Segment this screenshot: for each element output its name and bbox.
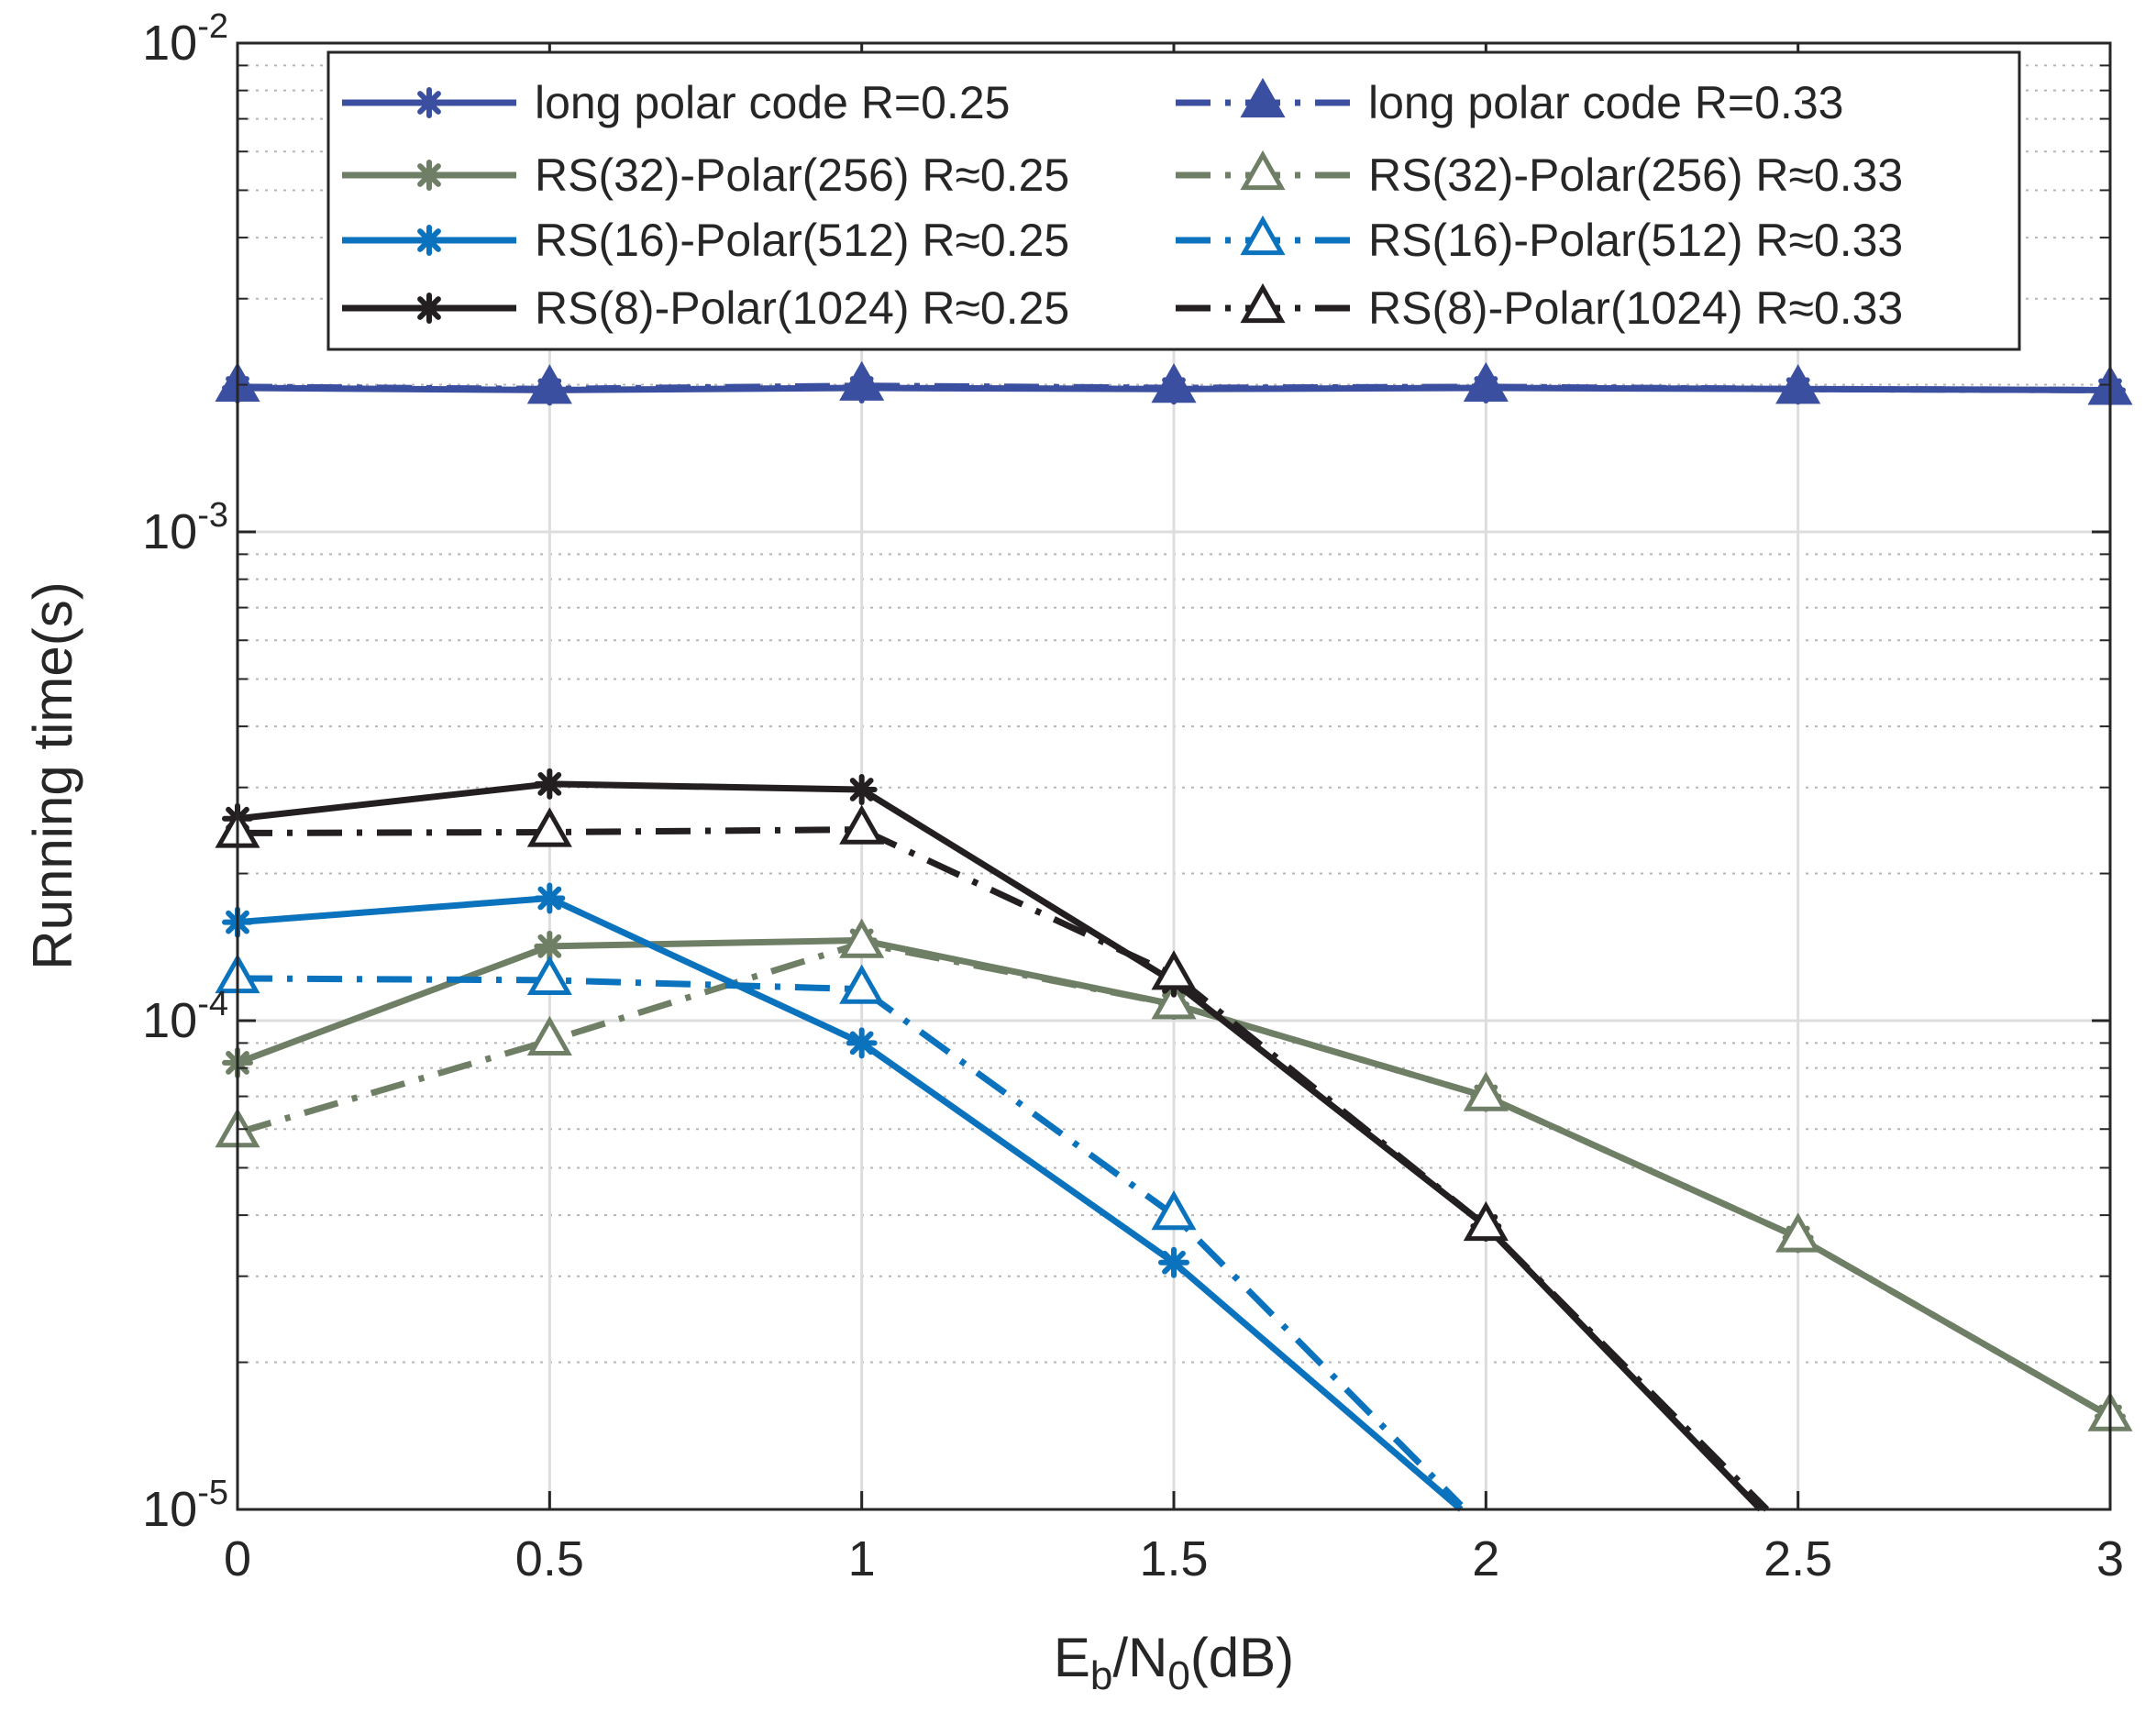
triangle-marker [1151,950,1197,990]
triangle-marker [1240,282,1286,324]
legend-label: long polar code R=0.33 [1368,77,1843,128]
x-tick-labels: 0 0.5 1 1.5 2 2.5 3 [224,1531,2124,1586]
legend-label: RS(16)-Polar(512) R≈0.25 [535,215,1069,266]
star-center [1168,1256,1179,1268]
x-tick-label: 3 [2096,1531,2124,1586]
star-center [424,170,435,181]
triangle-marker [839,804,885,845]
star-marker [846,1027,878,1059]
triangle-marker [1151,1190,1197,1231]
legend-item: RS(32)-Polar(256) R≈0.25 [342,149,1069,201]
triangle-marker [1463,361,1509,403]
star-center [544,940,556,952]
series-layer [215,360,2133,1512]
triangle-marker [526,1015,572,1055]
star-center [424,303,435,314]
y-tick-label: 10-2 [142,7,228,71]
y-tick-base: 10 [142,1482,197,1537]
y-axis-label: Running time(s) [22,581,83,970]
triangle-marker [1463,1200,1509,1242]
triangle-marker [1775,364,1821,404]
y-tick-base: 10 [142,16,197,71]
star-center [544,892,556,904]
y-tick-exponent: -4 [197,985,228,1023]
series-line [237,826,1770,1512]
triangle-marker [1775,1212,1821,1253]
legend-box [326,50,2021,351]
y-tick-labels: 10-510-410-310-2 [142,7,228,1537]
legend-label: long polar code R=0.25 [535,77,1010,128]
star-center [424,235,435,246]
y-tick-base: 10 [142,504,197,559]
legend-item: RS(16)-Polar(512) R≈0.25 [342,215,1069,266]
legend-label: RS(8)-Polar(1024) R≈0.25 [535,282,1069,334]
triangle-marker [1240,149,1286,191]
triangle-marker [1240,215,1286,256]
x-tick-label: 1 [848,1531,876,1586]
series [215,918,2133,1431]
triangle-marker [526,807,572,847]
star-center [856,1037,868,1049]
legend-item: long polar code R=0.33 [1176,77,1843,128]
triangle-marker [839,964,885,1004]
star-marker [1158,1246,1189,1278]
star-marker [534,930,566,962]
legend-item: RS(8)-Polar(1024) R≈0.25 [342,282,1069,334]
y-tick-exponent: -3 [197,496,228,535]
y-tick-base: 10 [142,993,197,1048]
x-tick-label: 1.5 [1139,1531,1208,1586]
triangle-marker [1151,362,1197,403]
legend-item: RS(16)-Polar(512) R≈0.33 [1176,215,1903,266]
triangle-marker [526,955,572,996]
series-line [237,975,1464,1508]
legend-label: RS(8)-Polar(1024) R≈0.33 [1368,282,1903,334]
legend: long polar code R=0.25 RS(32)-Polar(256) … [326,50,2021,351]
y-tick-label: 10-5 [142,1474,228,1537]
x-tick-label: 2 [1472,1531,1499,1586]
triangle-marker [1151,979,1197,1020]
legend-item: RS(8)-Polar(1024) R≈0.33 [1176,282,1903,334]
triangle-marker [839,360,885,401]
legend-label: RS(32)-Polar(256) R≈0.33 [1368,149,1903,201]
y-tick-exponent: -2 [197,7,228,46]
legend-label: RS(32)-Polar(256) R≈0.25 [535,149,1069,201]
legend-item: RS(32)-Polar(256) R≈0.33 [1176,149,1903,201]
y-tick-label: 10-4 [142,985,228,1048]
star-marker [414,87,445,118]
star-center [856,784,868,796]
x-tick-label: 0 [224,1531,251,1586]
x-tick-label: 2.5 [1763,1531,1832,1586]
triangle-marker [526,364,572,404]
star-marker [846,774,878,806]
y-tick-exponent: -5 [197,1474,228,1512]
star-marker [534,768,566,800]
legend-label: RS(16)-Polar(512) R≈0.33 [1368,215,1903,266]
star-marker [414,225,445,256]
series-line [237,780,1763,1512]
star-center [424,97,435,108]
y-tick-label: 10-3 [142,496,228,559]
triangle-marker [1463,1071,1509,1111]
x-tick-label: 0.5 [515,1531,584,1586]
triangle-marker [839,918,885,958]
star-marker [414,293,445,324]
star-marker [534,882,566,914]
triangle-marker [1240,77,1286,118]
x-axis-label: Eb/N0(dB) [1054,1627,1294,1698]
star-marker [414,160,445,191]
legend-item: long polar code R=0.25 [342,77,1010,128]
star-center [544,778,556,790]
